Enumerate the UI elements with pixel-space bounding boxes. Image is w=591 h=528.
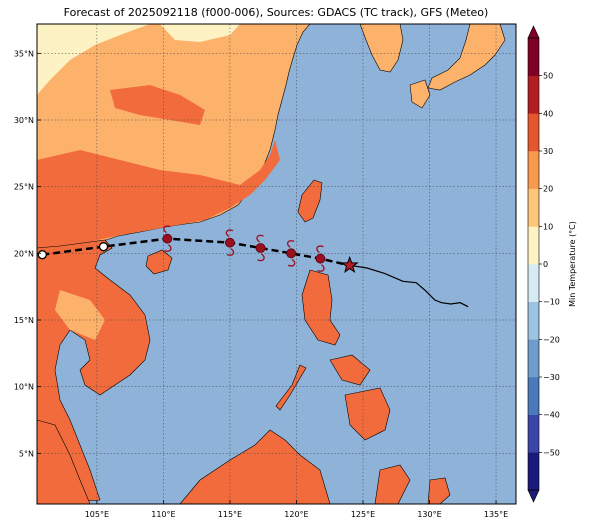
- lon-tick-label: 130°E: [417, 510, 441, 519]
- land-palawan: [275, 364, 307, 411]
- lon-tick-label: 135°E: [484, 510, 508, 519]
- colorbar-segment: [528, 188, 539, 227]
- land-sulawesi: [374, 464, 411, 504]
- current-position-star: [340, 255, 359, 274]
- land-kyushu: [409, 79, 431, 109]
- typhoon-icon: [255, 234, 266, 262]
- land-malaysia: [37, 419, 91, 504]
- typhoon-icon: [286, 240, 297, 267]
- past-track-line: [349, 264, 469, 308]
- land-cold-north: [160, 24, 240, 42]
- land-china-interior: [110, 85, 205, 125]
- typhoon-icon: [162, 225, 173, 252]
- forecast-track-line: [42, 237, 350, 267]
- lat-tick-label: 35°N: [14, 49, 34, 58]
- colorbar-tick-label: −10: [543, 298, 560, 307]
- colorbar-segment: [528, 38, 539, 76]
- lon-tick-label: 110°E: [151, 510, 175, 519]
- land-korea: [359, 24, 404, 73]
- land-borneo: [179, 429, 331, 504]
- land-halmahera: [427, 477, 451, 504]
- colorbar-tick-label: 50: [543, 72, 553, 81]
- lat-tick-label: 10°N: [14, 383, 34, 392]
- lat-tick-label: 30°N: [14, 116, 34, 125]
- track-point-low: [98, 242, 109, 252]
- colorbar-tick-label: −30: [543, 373, 560, 382]
- cyclone-track: [37, 225, 469, 308]
- lon-tick-label: 120°E: [284, 510, 308, 519]
- typhoon-icon: [315, 245, 326, 272]
- colorbar-label: Min Temperature (°C): [568, 221, 577, 307]
- map-area: [37, 24, 516, 504]
- colorbar-tick-label: 10: [543, 222, 553, 231]
- lon-tick-label: 115°E: [218, 510, 242, 519]
- axis-ticks: 105°E 110°E 115°E 120°E 125°E 130°E 135°E 5°N 10…: [14, 49, 508, 519]
- lat-tick-label: 5°N: [19, 449, 34, 458]
- land-taiwan: [297, 179, 323, 223]
- map-title: Forecast of 2025092118 (f000-006), Sourc…: [63, 6, 489, 19]
- land-tibet: [37, 24, 150, 95]
- land-mindanao: [344, 387, 391, 441]
- colorbar-segment: [528, 226, 539, 265]
- colorbar-tick-label: 20: [543, 185, 553, 194]
- colorbar-segment: [528, 75, 539, 114]
- colorbar-max-arrow: [527, 25, 540, 39]
- lat-tick-label: 15°N: [14, 316, 34, 325]
- colorbar-tick-label: 40: [543, 109, 553, 118]
- colorbar-tick-label: 30: [543, 147, 553, 156]
- map-frame: [36, 23, 517, 505]
- land-japan: [427, 24, 506, 91]
- land-hainan: [145, 249, 173, 275]
- colorbar-tick-label: −40: [543, 411, 560, 420]
- track-point-low: [37, 250, 47, 260]
- colorbar: 50 40 30 20 10 0 −10 −20 −30 −40 −50 Min Temperatur…: [527, 25, 577, 503]
- land-visayas: [329, 354, 371, 386]
- colorbar-tick-label: −50: [543, 448, 560, 457]
- colorbar-segment: [528, 113, 539, 152]
- colorbar-min-arrow: [527, 489, 540, 503]
- lon-tick-label: 105°E: [85, 510, 109, 519]
- lat-tick-label: 20°N: [14, 249, 34, 258]
- land-indochina-interior: [55, 290, 105, 340]
- grid-lines: [37, 24, 516, 504]
- colorbar-segment: [528, 414, 539, 453]
- colorbar-tick-label: −20: [543, 335, 560, 344]
- colorbar-segment: [528, 264, 539, 302]
- typhoon-icon: [225, 229, 235, 256]
- land-luzon: [301, 269, 341, 346]
- colorbar-tick-label: 0: [543, 260, 548, 269]
- lat-tick-label: 25°N: [14, 183, 34, 192]
- colorbar-segment: [528, 452, 539, 491]
- colorbar-segment: [528, 151, 539, 189]
- colorbar-segment: [528, 301, 539, 340]
- colorbar-segment: [528, 377, 539, 415]
- colorbar-segment: [528, 339, 539, 378]
- lon-tick-label: 125°E: [351, 510, 375, 519]
- land-china-south: [37, 140, 280, 248]
